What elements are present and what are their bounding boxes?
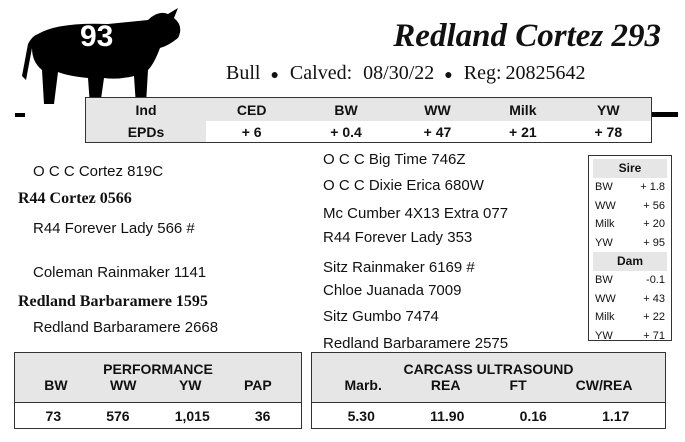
performance-value: 1,015	[174, 408, 210, 424]
great-grandparent: R44 Forever Lady 353	[323, 229, 473, 246]
performance-value: 36	[254, 408, 271, 424]
trait-value: + 56	[643, 199, 665, 212]
column-header: YW	[178, 377, 202, 393]
calved-date: 08/30/22	[363, 62, 435, 84]
dam-epd-title: Dam	[593, 252, 667, 271]
great-grandparent: Chloe Juanada 7009	[323, 282, 462, 299]
great-grandparent: O C C Big Time 746Z	[323, 151, 466, 168]
epd-value: + 21	[509, 123, 537, 140]
sire-epd-row: Milk + 20	[593, 215, 667, 234]
dam: Redland Barbaramere 1595	[18, 293, 208, 310]
sire-epd-title: Sire	[593, 159, 667, 178]
trait-value: + 71	[643, 329, 665, 342]
column-header: Marb.	[344, 377, 382, 393]
sire-dam: R44 Forever Lady 566 #	[33, 220, 195, 237]
trait-value: -0.1	[646, 274, 665, 286]
animal-name: Redland Cortez 293	[393, 18, 661, 54]
carcass-value: 1.17	[602, 408, 630, 424]
reg-number: 20825642	[505, 62, 586, 84]
trait-label: BW	[595, 181, 613, 193]
sire-epd-row: WW + 56	[593, 197, 667, 216]
trait-label: WW	[595, 292, 616, 305]
performance-values: 73 576 1,015 36	[15, 403, 301, 429]
trait-value: + 20	[643, 218, 665, 230]
header-rule-left	[15, 113, 25, 117]
parent-epd-box: Sire BW + 1.8 WW + 56 Milk + 20 YW + 95 Dam …	[588, 155, 672, 342]
trait-value: + 95	[643, 236, 665, 249]
great-grandparent: Sitz Rainmaker 6169 #	[323, 259, 475, 276]
carcass-value: 5.30	[347, 408, 375, 424]
performance-title: PERFORMANCE	[103, 361, 213, 377]
carcass-header: CARCASS ULTRASOUND Marb. REA FT CW/REA	[312, 353, 665, 403]
great-grandparent: O C C Dixie Erica 680W	[323, 177, 484, 194]
dam-dam: Redland Barbaramere 2668	[33, 319, 219, 336]
epd-value: + 6	[241, 123, 262, 140]
trait-label: BW	[595, 274, 613, 286]
great-grandparent: Mc Cumber 4X13 Extra 077	[323, 205, 509, 222]
carcass-value: 0.16	[519, 408, 547, 424]
carcass-box: CARCASS ULTRASOUND Marb. REA FT CW/REA 5.30…	[311, 352, 666, 429]
great-grandparent: Sitz Gumbo 7474	[323, 308, 439, 325]
trait-value: + 1.8	[640, 181, 665, 193]
epd-label-ind: Ind	[86, 98, 206, 121]
epd-col: CED	[206, 98, 298, 121]
column-header: PAP	[243, 377, 272, 393]
carcass-values: 5.30 11.90 0.16 1.17	[312, 403, 665, 429]
performance-box: PERFORMANCE BW WW YW PAP 73 576 1,015 36	[14, 352, 302, 429]
lot-number: 93	[80, 20, 114, 53]
sire-epd-row: BW + 1.8	[593, 178, 667, 197]
animal-details: Bull ● Calved: 08/30/22 ● Reg: 20825642	[226, 62, 586, 84]
performance-columns: BW WW YW PAP	[15, 377, 301, 393]
bull-silhouette-icon	[22, 8, 181, 106]
epd-value: + 47	[423, 123, 452, 140]
sire: R44 Cortez 0566	[18, 190, 132, 207]
epd-col: WW	[394, 98, 481, 121]
carcass-title: CARCASS ULTRASOUND	[403, 361, 574, 377]
dam-epd-row: Milk + 22	[593, 308, 667, 327]
performance-value: 576	[106, 408, 130, 424]
sire-sire: O C C Cortez 819C	[33, 163, 164, 180]
trait-label: Milk	[595, 311, 615, 323]
sex: Bull	[226, 62, 261, 84]
column-header: BW	[44, 377, 68, 393]
carcass-value: 11.90	[430, 408, 465, 424]
trait-value: + 43	[643, 292, 665, 305]
column-header: FT	[509, 377, 527, 393]
dam-sire: Coleman Rainmaker 1141	[33, 264, 207, 281]
trait-label: Milk	[595, 218, 615, 230]
dam-epd-row: YW + 71	[593, 327, 667, 346]
calved-label: Calved:	[289, 62, 353, 84]
column-header: WW	[110, 377, 137, 393]
epd-col: Milk	[480, 98, 566, 121]
epd-value: + 78	[594, 123, 623, 140]
dam-epd-row: BW -0.1	[593, 271, 667, 290]
performance-value: 73	[45, 408, 62, 424]
sire-epd-row: YW + 95	[593, 234, 667, 253]
epd-col: BW	[297, 98, 395, 121]
trait-value: + 22	[643, 311, 665, 323]
trait-label: YW	[595, 329, 613, 342]
trait-label: YW	[595, 236, 613, 249]
epd-value: + 0.4	[330, 123, 362, 140]
epd-col: YW	[565, 98, 651, 121]
carcass-columns: Marb. REA FT CW/REA	[312, 377, 665, 393]
reg-label: Reg:	[463, 62, 502, 84]
column-header: CW/REA	[575, 377, 633, 393]
trait-label: WW	[595, 199, 616, 212]
performance-header: PERFORMANCE BW WW YW PAP	[15, 353, 301, 403]
great-grandparent: Redland Barbaramere 2575	[323, 335, 509, 352]
epd-label-epds: EPDs	[86, 121, 206, 142]
epd-table: Ind CED BW WW Milk YW EPDs + 6 + 0.4 + 47 + 21 +…	[85, 97, 652, 143]
dam-epd-row: WW + 43	[593, 290, 667, 309]
column-header: REA	[430, 377, 461, 393]
